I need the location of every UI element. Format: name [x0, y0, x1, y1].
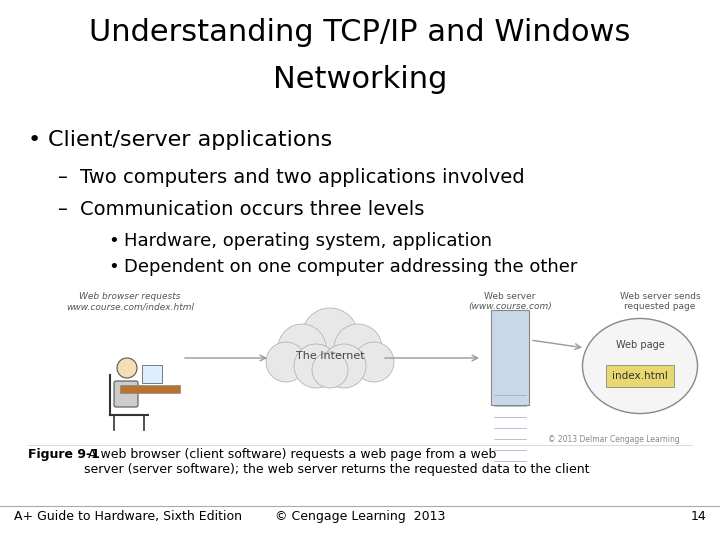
Circle shape [334, 324, 382, 372]
Text: Two computers and two applications involved: Two computers and two applications invol… [80, 168, 525, 187]
Text: Communication occurs three levels: Communication occurs three levels [80, 200, 424, 219]
FancyBboxPatch shape [142, 365, 162, 383]
Text: (www.course.com): (www.course.com) [468, 302, 552, 311]
Text: Web browser requests: Web browser requests [79, 292, 181, 301]
Text: © 2013 Delmar Cengage Learning: © 2013 Delmar Cengage Learning [548, 435, 680, 444]
Text: •: • [108, 258, 119, 276]
Text: www.course.com/index.html: www.course.com/index.html [66, 303, 194, 312]
Text: index.html: index.html [612, 371, 668, 381]
Text: © Cengage Learning  2013: © Cengage Learning 2013 [275, 510, 445, 523]
Circle shape [312, 352, 348, 388]
Text: •: • [28, 130, 41, 150]
Circle shape [117, 358, 137, 378]
Text: Hardware, operating system, application: Hardware, operating system, application [124, 232, 492, 250]
Text: A+ Guide to Hardware, Sixth Edition: A+ Guide to Hardware, Sixth Edition [14, 510, 242, 523]
Text: Web server: Web server [485, 292, 536, 301]
Text: requested page: requested page [624, 302, 696, 311]
Text: Networking: Networking [273, 65, 447, 94]
Text: 14: 14 [690, 510, 706, 523]
Circle shape [322, 344, 366, 388]
Circle shape [294, 344, 338, 388]
Circle shape [354, 342, 394, 382]
Text: Client/server applications: Client/server applications [48, 130, 332, 150]
Circle shape [266, 342, 306, 382]
Text: Figure 9-1: Figure 9-1 [28, 448, 100, 461]
Ellipse shape [582, 319, 698, 414]
Text: Understanding TCP/IP and Windows: Understanding TCP/IP and Windows [89, 18, 631, 47]
Text: Web server sends: Web server sends [620, 292, 701, 301]
FancyBboxPatch shape [120, 385, 180, 393]
Circle shape [302, 308, 358, 364]
Text: Web page: Web page [616, 340, 665, 350]
Text: The Internet: The Internet [296, 351, 364, 361]
Circle shape [278, 324, 326, 372]
FancyBboxPatch shape [114, 381, 138, 407]
Text: –: – [58, 200, 68, 219]
Text: Dependent on one computer addressing the other: Dependent on one computer addressing the… [124, 258, 577, 276]
Text: •: • [108, 232, 119, 250]
FancyBboxPatch shape [491, 310, 529, 405]
Text: –: – [58, 168, 68, 187]
FancyBboxPatch shape [606, 365, 674, 387]
Text: A web browser (client software) requests a web page from a web
server (server so: A web browser (client software) requests… [84, 448, 590, 476]
